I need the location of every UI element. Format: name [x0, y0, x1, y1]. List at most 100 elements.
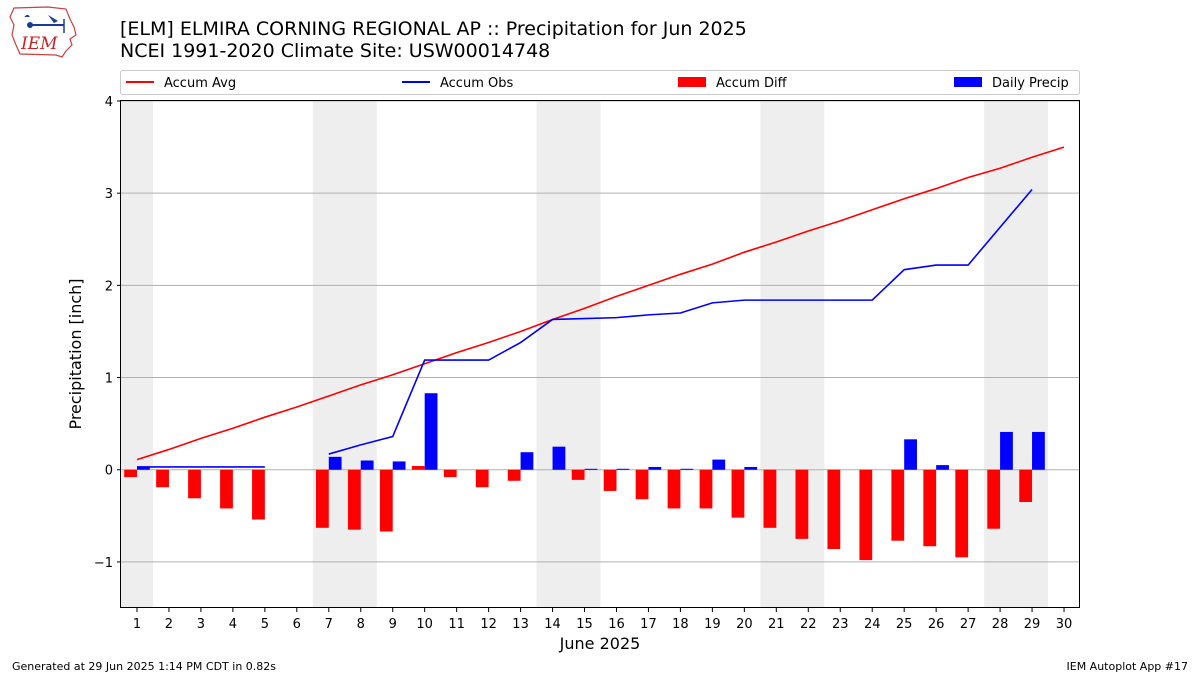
accum-diff-bar — [156, 469, 169, 488]
daily-precip-bar — [680, 468, 694, 470]
daily-precip-bar — [712, 459, 726, 470]
x-tick-label: 25 — [896, 617, 913, 632]
accum-diff-bar — [891, 469, 905, 541]
x-tick-label: 10 — [416, 617, 433, 632]
x-tick-label: 4 — [229, 617, 237, 632]
accum-obs-line — [328, 188, 1033, 455]
x-tick-label: 5 — [261, 617, 269, 632]
y-axis-label: Precipitation [inch] — [66, 278, 85, 429]
accum-diff-bar — [667, 469, 681, 509]
daily-precip-bar — [1032, 431, 1045, 470]
weekend-band — [312, 101, 377, 608]
accum-diff-bar — [315, 469, 329, 528]
y-tick-label: 1 — [105, 372, 113, 387]
legend-swatch-box — [678, 77, 706, 87]
accum-diff-bar — [507, 469, 521, 481]
x-tick-label: 29 — [1024, 617, 1041, 632]
daily-precip-bar — [648, 466, 662, 470]
x-tick-label: 19 — [704, 617, 721, 632]
x-tick-label: 11 — [448, 617, 465, 632]
x-tick-label: 9 — [389, 617, 397, 632]
x-tick-label: 24 — [864, 617, 881, 632]
accum-diff-bar — [827, 469, 841, 550]
daily-precip-bar — [584, 468, 598, 470]
accum-diff-bar — [411, 466, 425, 470]
line-series — [136, 146, 1065, 468]
daily-precip-bar — [520, 452, 534, 470]
accum-diff-bar — [220, 469, 233, 509]
iem-logo: ☁ IEM — [9, 6, 77, 58]
accum-diff-bar — [923, 469, 937, 547]
x-tick-label: 23 — [832, 617, 849, 632]
x-tick-label: 14 — [544, 617, 561, 632]
x-tick-label: 6 — [293, 617, 301, 632]
x-tick-label: 7 — [325, 617, 333, 632]
daily-precip-bar — [616, 468, 630, 470]
x-tick-label: 16 — [608, 617, 625, 632]
x-tick-label: 17 — [640, 617, 657, 632]
accum-diff-bar — [124, 469, 137, 478]
app-credit: IEM Autoplot App #17 — [1066, 660, 1189, 673]
x-tick-label: 3 — [197, 617, 205, 632]
generated-timestamp: Generated at 29 Jun 2025 1:14 PM CDT in … — [12, 660, 277, 673]
weekend-band — [536, 101, 601, 608]
y-tick-label: 4 — [105, 95, 113, 110]
y-axis-ticks: −1 0 1 2 3 4 — [94, 95, 121, 571]
legend: Accum Avg Accum Obs Accum Diff Daily Precip — [120, 70, 1080, 95]
x-tick-label: 30 — [1056, 617, 1073, 632]
x-tick-label: 1 — [133, 617, 141, 632]
daily-precip-bar — [328, 456, 342, 470]
legend-label: Accum Obs — [440, 76, 513, 91]
accum-diff-bar — [571, 469, 585, 480]
daily-precip-bar — [392, 461, 406, 470]
chart-title: [ELM] ELMIRA CORNING REGIONAL AP :: Prec… — [120, 18, 747, 40]
y-tick-label: −1 — [94, 556, 113, 571]
y-tick-label: 3 — [105, 187, 113, 202]
x-tick-label: 26 — [928, 617, 945, 632]
x-axis-label: June 2025 — [559, 634, 641, 653]
weekend-band — [760, 101, 825, 608]
accum-diff-bar — [603, 469, 617, 491]
x-tick-label: 2 — [165, 617, 173, 632]
daily-precip-bar — [424, 393, 438, 470]
x-tick-label: 21 — [768, 617, 785, 632]
x-tick-label: 15 — [576, 617, 593, 632]
x-tick-label: 18 — [672, 617, 689, 632]
accum-diff-bar — [252, 469, 265, 520]
legend-label: Accum Avg — [164, 76, 236, 91]
accum-diff-bar — [443, 469, 457, 478]
accum-avg-line — [136, 146, 1065, 461]
daily-precip-bar — [744, 466, 758, 470]
legend-label: Accum Diff — [716, 76, 788, 91]
y-tick-label: 0 — [105, 464, 113, 479]
accum-diff-bar — [347, 469, 361, 530]
x-tick-label: 13 — [512, 617, 529, 632]
accum-diff-bar — [763, 469, 777, 528]
svg-text:IEM: IEM — [20, 34, 58, 54]
accum-diff-bar — [379, 469, 393, 532]
daily-precip-bar — [904, 439, 917, 470]
plot-area-frame — [120, 100, 1080, 608]
bar-series — [124, 393, 1045, 561]
accum-diff-bar — [955, 469, 969, 558]
daily-precip-bar — [552, 446, 566, 470]
accum-diff-bar — [987, 469, 1001, 529]
accum-diff-bar — [699, 469, 713, 509]
legend-label: Daily Precip — [992, 76, 1069, 91]
weekend-band — [121, 101, 153, 608]
accum-diff-bar — [635, 469, 649, 500]
daily-precip-bar — [136, 466, 150, 470]
accum-diff-bar — [795, 469, 809, 539]
daily-precip-bar — [360, 460, 374, 470]
svg-text:☁: ☁ — [24, 12, 30, 19]
weekend-band — [984, 101, 1049, 608]
accum-diff-bar — [188, 469, 201, 499]
x-tick-label: 12 — [480, 617, 497, 632]
daily-precip-bar — [936, 465, 949, 470]
accum-diff-bar — [1019, 469, 1033, 502]
x-tick-label: 28 — [992, 617, 1009, 632]
accum-diff-bar — [731, 469, 745, 518]
x-tick-label: 20 — [736, 617, 753, 632]
x-tick-label: 8 — [357, 617, 365, 632]
